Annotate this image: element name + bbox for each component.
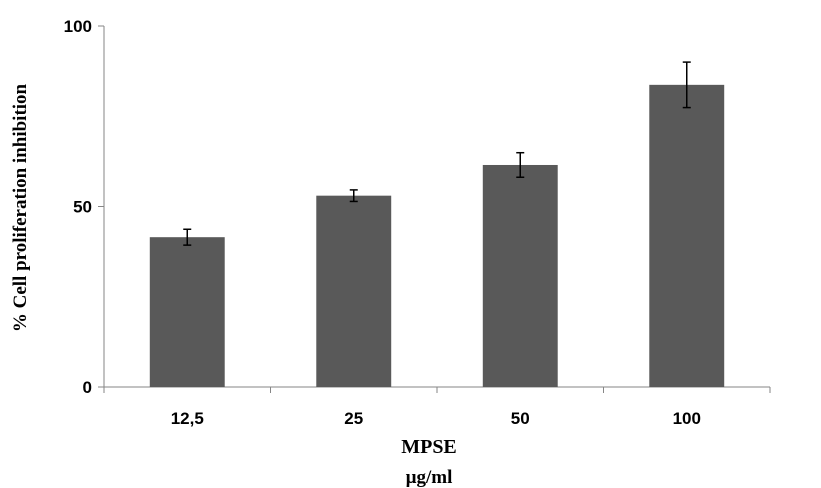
y-tick-label: 0 (83, 378, 92, 397)
error-bar (516, 151, 525, 179)
x-tick-label: 50 (511, 409, 530, 428)
y-axis-title: % Cell proliferation inhibition (10, 83, 31, 332)
y-tick-label: 50 (73, 198, 92, 217)
bar (649, 84, 725, 387)
x-tick-label: 25 (344, 409, 363, 428)
x-tick-label: 12,5 (171, 409, 204, 428)
x-tick-label: 100 (673, 409, 701, 428)
error-bar (349, 189, 358, 203)
x-axis-title: MPSE (401, 436, 457, 458)
y-axis: 0 50 100 (64, 17, 105, 397)
bar (316, 195, 392, 387)
error-bar (183, 228, 192, 246)
y-tick-label: 100 (64, 17, 92, 36)
error-bar (682, 61, 691, 109)
bars (149, 84, 725, 387)
x-axis: 12,5 25 50 100 (103, 386, 771, 428)
bar (482, 164, 558, 387)
error-bars (183, 61, 691, 246)
bar (149, 237, 225, 387)
x-axis-unit: µg/ml (406, 467, 453, 488)
